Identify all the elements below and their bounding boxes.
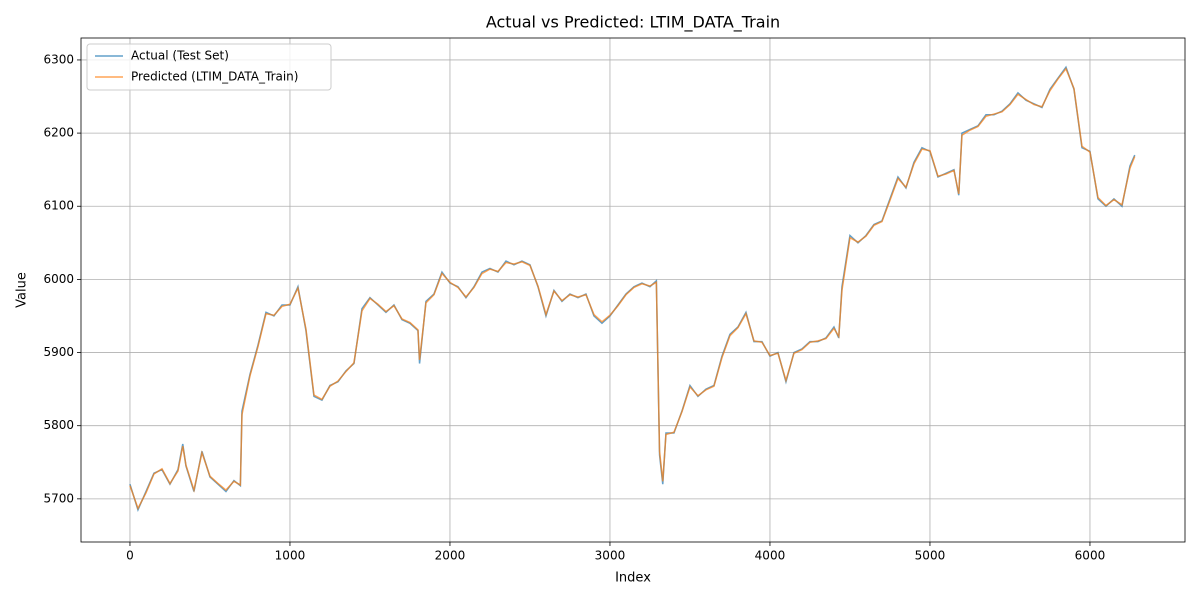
y-tick-label: 6200: [43, 126, 74, 140]
legend: Actual (Test Set) Predicted (LTIM_DATA_Tr…: [86, 43, 332, 91]
y-axis-label: Value: [15, 272, 30, 308]
y-tick-label: 6000: [43, 272, 74, 286]
x-tick-label: 2000: [435, 549, 466, 563]
data-line: [129, 67, 1136, 511]
legend-label: Actual (Test Set): [131, 49, 229, 63]
chart-title: Actual vs Predicted: LTIM_DATA_Train: [486, 13, 780, 33]
y-tick-label: 6100: [43, 199, 74, 213]
x-tick-label: 4000: [755, 549, 786, 563]
x-axis-label: Index: [615, 571, 651, 586]
x-tick-label: 3000: [595, 549, 626, 563]
legend-label: Predicted (LTIM_DATA_Train): [131, 70, 298, 84]
x-tick-label: 1000: [275, 549, 306, 563]
x-tick-label: 5000: [915, 549, 946, 563]
y-tick-label: 6300: [43, 52, 74, 66]
x-tick-label: 6000: [1075, 549, 1106, 563]
plot-frame: [80, 37, 1186, 543]
y-tick-label: 5700: [43, 491, 74, 505]
x-tick-label: 0: [126, 549, 134, 563]
y-tick-label: 5900: [43, 345, 74, 359]
y-tick-label: 5800: [43, 418, 74, 432]
legend-frame: [86, 43, 332, 91]
